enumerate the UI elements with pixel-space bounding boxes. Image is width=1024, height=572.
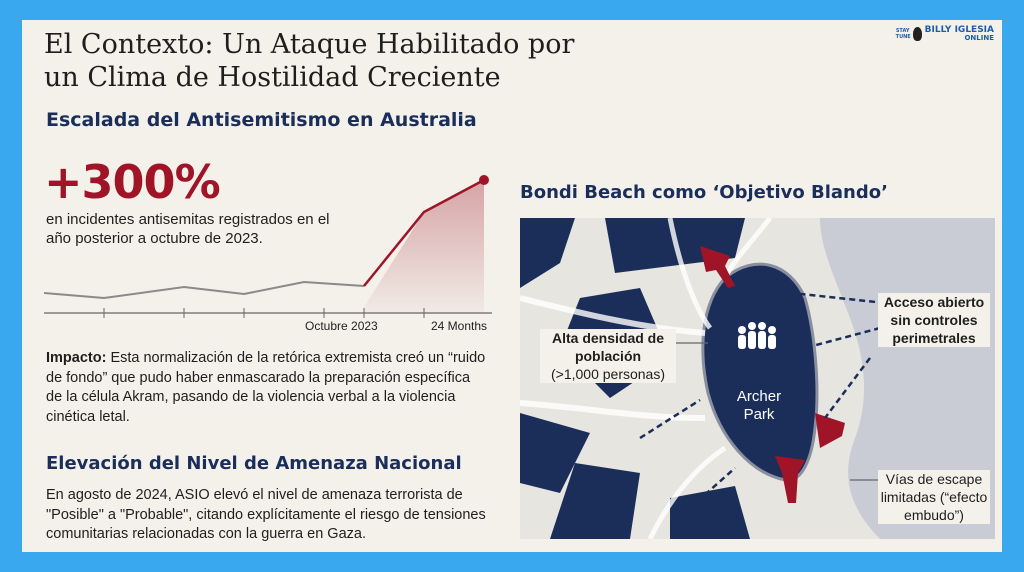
baseline-series	[44, 280, 365, 300]
arrow-line	[639, 398, 701, 440]
funnel-icon	[700, 246, 735, 288]
density-sub: (>1,000 personas)	[550, 366, 666, 382]
crowd-icon	[738, 322, 776, 349]
stat-value: +300%	[44, 155, 221, 209]
impact-label: Impacto:	[46, 350, 107, 366]
density-label: Alta densidad de población (>1,000 perso…	[540, 329, 676, 383]
escape-label: Vías de escape limitadas (“efecto embudo…	[878, 470, 990, 524]
tick-label-24-months: 24 Months	[431, 319, 488, 333]
logo: STAY TUNE BILLY IGLESIA ONLINE	[896, 26, 994, 42]
peak-point	[479, 175, 489, 185]
impact-text: Esta normalización de la retórica extrem…	[46, 350, 486, 425]
impact-paragraph: Impacto: Esta normalización de la retóri…	[46, 349, 486, 427]
arrow-line	[824, 357, 871, 419]
trend-chart	[44, 175, 492, 318]
arrow-line	[804, 326, 881, 350]
road	[647, 445, 727, 539]
road	[520, 295, 706, 336]
block	[670, 486, 750, 539]
map-heading: Bondi Beach como ‘Objetivo Blando’	[520, 182, 888, 203]
stat-description: en incidentes antisemitas registrados en…	[46, 211, 330, 247]
logo-small-text: STAY TUNE	[895, 28, 911, 40]
block	[550, 463, 640, 539]
arrow-line	[791, 291, 886, 305]
tick-label-octubre-2023: Octubre 2023	[305, 319, 378, 333]
infographic-card: El Contexto: Un Ataque Habilitado por un…	[22, 20, 1002, 552]
section-heading-threat-level: Elevación del Nivel de Amenaza Nacional	[46, 453, 462, 474]
map: Archer Park Alta densidad de población (…	[520, 218, 995, 539]
bird-icon	[912, 27, 922, 41]
threat-paragraph: En agosto de 2024, ASIO elevó el nivel d…	[46, 487, 486, 542]
funnel-icon	[815, 413, 845, 448]
archer-park	[701, 262, 819, 482]
funnel-icon	[775, 456, 805, 503]
logo-name: BILLY IGLESIA	[924, 25, 994, 35]
block	[520, 218, 575, 288]
page-title: El Contexto: Un Ataque Habilitado por un…	[44, 29, 575, 93]
density-title: Alta densidad de población	[551, 330, 665, 364]
growth-area	[364, 180, 484, 313]
access-label: Acceso abierto sin controles perimetrale…	[878, 293, 990, 347]
block	[520, 413, 590, 493]
road	[667, 218, 713, 330]
park-label: Archer Park	[736, 388, 782, 423]
section-heading-antisemitism: Escalada del Antisemitismo en Australia	[46, 109, 477, 131]
growth-series	[363, 178, 485, 287]
arrow-line	[689, 467, 736, 509]
logo-sub: ONLINE	[964, 34, 994, 42]
road	[520, 400, 706, 421]
